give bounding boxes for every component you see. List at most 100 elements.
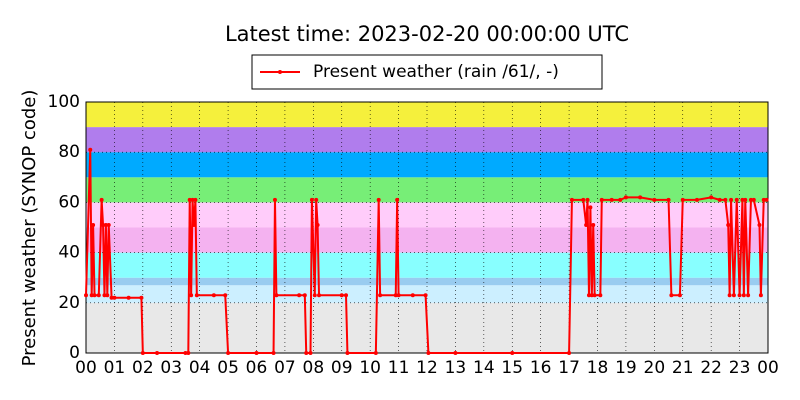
y-tick-label: 60	[58, 192, 80, 212]
band	[86, 252, 768, 278]
data-point	[194, 293, 199, 298]
band	[86, 152, 768, 178]
data-point	[155, 351, 160, 355]
x-tick-label: 08	[303, 358, 325, 378]
data-point	[226, 351, 231, 355]
data-point	[758, 293, 763, 298]
data-point	[585, 197, 590, 202]
data-point	[746, 293, 751, 298]
data-point	[666, 197, 671, 202]
data-point	[91, 222, 96, 227]
x-tick-label: 20	[644, 358, 666, 378]
data-point	[112, 295, 117, 300]
data-point	[592, 293, 597, 298]
data-point	[751, 197, 756, 202]
x-tick-label: 13	[445, 358, 467, 378]
data-point	[187, 197, 192, 202]
data-point	[741, 293, 746, 298]
x-tick-label: 04	[189, 358, 211, 378]
x-tick-label: 15	[501, 358, 523, 378]
data-point	[599, 197, 604, 202]
data-point	[304, 351, 309, 355]
x-tick-label: 19	[615, 358, 637, 378]
y-tick-label: 80	[58, 142, 80, 162]
data-point	[591, 222, 596, 227]
data-point	[740, 197, 745, 202]
y-tick-label: 0	[69, 343, 80, 363]
data-point	[677, 293, 682, 298]
data-point	[186, 351, 191, 355]
x-tick-label: 00	[75, 358, 97, 378]
legend-marker	[278, 70, 282, 74]
x-tick-label: 17	[558, 358, 580, 378]
x-tick-label: 09	[331, 358, 353, 378]
data-point	[271, 351, 276, 355]
data-point	[623, 195, 628, 200]
x-tick-label: 00	[757, 358, 779, 378]
x-tick-label: 02	[132, 358, 154, 378]
x-tick-label: 14	[473, 358, 495, 378]
data-point	[453, 351, 458, 355]
data-point	[317, 293, 322, 298]
data-point	[727, 293, 732, 298]
data-point	[588, 205, 593, 210]
data-point	[569, 197, 574, 202]
data-point	[709, 195, 714, 200]
data-point	[743, 197, 748, 202]
data-point	[589, 293, 594, 298]
x-tick-label: 07	[274, 358, 296, 378]
data-point	[193, 197, 198, 202]
data-point	[89, 293, 94, 298]
legend-label: Present weather (rain /61/, -)	[313, 62, 559, 82]
data-point	[717, 197, 722, 202]
y-axis-label: Present weather (SYNOP code)	[19, 90, 40, 367]
data-point	[723, 197, 728, 202]
data-point	[581, 197, 586, 202]
data-point	[694, 197, 699, 202]
data-point	[729, 197, 734, 202]
x-tick-label: 18	[587, 358, 609, 378]
data-point	[638, 195, 643, 200]
data-point	[598, 293, 603, 298]
x-tick-label: 22	[700, 358, 722, 378]
data-point	[183, 351, 188, 355]
data-point	[312, 293, 317, 298]
data-point	[126, 295, 131, 300]
data-point	[609, 197, 614, 202]
data-point	[211, 293, 216, 298]
data-point	[584, 222, 589, 227]
data-point	[302, 293, 307, 298]
data-point	[726, 222, 731, 227]
data-point	[680, 197, 685, 202]
data-point	[586, 293, 591, 298]
data-point	[423, 293, 428, 298]
x-tick-label: 23	[729, 358, 751, 378]
data-point	[109, 295, 114, 300]
data-point	[102, 293, 107, 298]
data-point	[105, 293, 110, 298]
data-point	[396, 293, 401, 298]
data-point	[106, 222, 111, 227]
data-point	[84, 293, 88, 298]
data-point	[223, 293, 228, 298]
data-point	[254, 351, 259, 355]
data-point	[99, 197, 104, 202]
chart-title: Latest time: 2023-02-20 00:00:00 UTC	[225, 22, 629, 46]
data-point	[378, 293, 383, 298]
data-point	[315, 222, 320, 227]
x-tick-label: 05	[217, 358, 239, 378]
band	[86, 227, 768, 253]
data-point	[308, 351, 313, 355]
band	[86, 277, 768, 286]
data-point	[761, 197, 766, 202]
y-tick-label: 20	[58, 293, 80, 313]
data-point	[309, 197, 314, 202]
data-point	[139, 295, 144, 300]
data-point	[395, 197, 400, 202]
data-point	[757, 222, 762, 227]
x-tick-label: 16	[530, 358, 552, 378]
data-point	[669, 293, 674, 298]
data-point	[297, 293, 302, 298]
data-point	[373, 351, 378, 355]
data-point	[88, 147, 93, 152]
